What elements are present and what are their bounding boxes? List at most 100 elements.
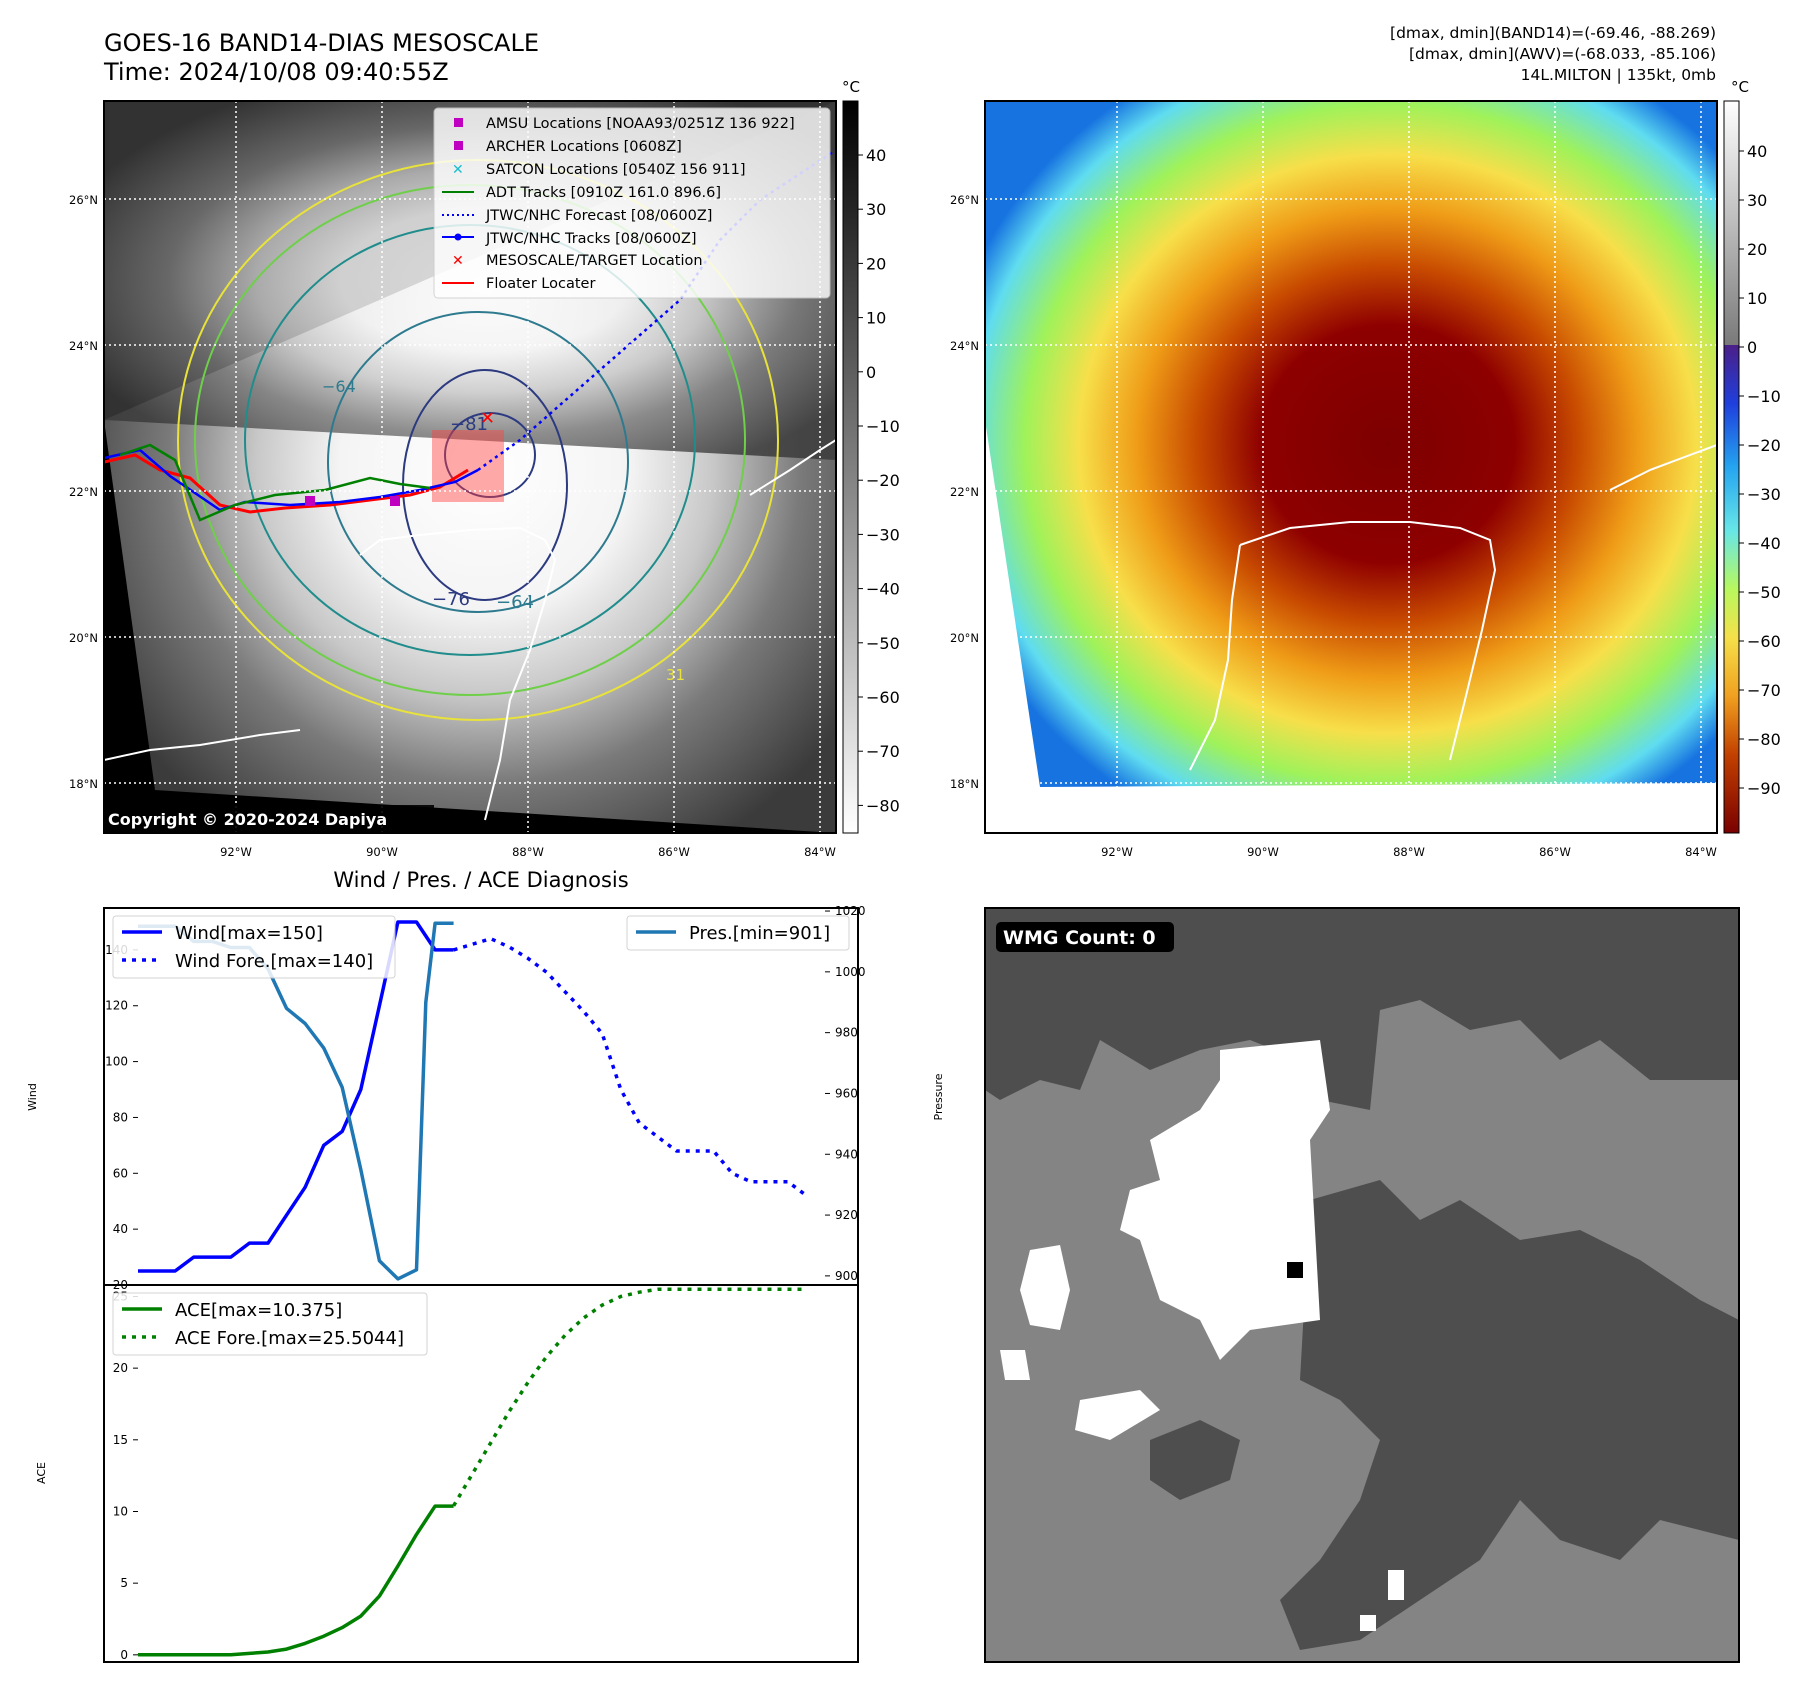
- contour-label-64b: −64: [322, 377, 356, 396]
- awv-colorbar-tick: 20: [1747, 240, 1767, 259]
- awv-colorbar-bottom: [1724, 345, 1739, 833]
- ir-colorbar-tick: 0: [866, 363, 876, 382]
- awv-colorbar-tick: 40: [1747, 142, 1767, 161]
- wmg-panel: WMG Count: 0: [984, 907, 1740, 1663]
- y-right-tick-label: 900: [835, 1269, 858, 1283]
- amsu-marker: [305, 496, 315, 506]
- ir-colorbar-tick: 40: [866, 146, 886, 165]
- y-tick-label: 5: [120, 1576, 128, 1590]
- legend-archer: ARCHER Locations [0608Z]: [486, 139, 682, 155]
- adt-track: [119, 443, 431, 522]
- pressure-legend: Pres.[min=901]: [626, 915, 850, 951]
- legend-target: MESOSCALE/TARGET Location: [486, 253, 703, 269]
- floater-track: [104, 453, 469, 514]
- ir-colorbar-tick: 20: [866, 254, 886, 273]
- contour-81: [444, 412, 536, 498]
- awv-colorbar-tick: −30: [1747, 485, 1781, 504]
- legend-archer-marker: [454, 141, 463, 150]
- ir-lon-tick: 86°W: [658, 845, 690, 859]
- wmg-count-label: WMG Count: 0: [1003, 927, 1156, 949]
- y-right-tick-label: 920: [835, 1208, 858, 1222]
- archer-marker: [390, 496, 400, 506]
- ir-lat-tick: 18°N: [69, 777, 98, 791]
- diagnosis-chart: Wind / Pres. / ACE Diagnosis Wind Pressu…: [26, 868, 945, 1663]
- coastline-cuba: [749, 439, 836, 496]
- ir-lon-tick: 90°W: [366, 845, 398, 859]
- wmg-count-badge: [996, 922, 1174, 952]
- ir-colorbar-tick: 30: [866, 200, 886, 219]
- map-legend: AMSU Locations [NOAA93/0251Z 136 922] AR…: [433, 107, 831, 299]
- awv-colorbar-unit: °C: [1731, 78, 1749, 96]
- awv-colorbar-tick: −90: [1747, 779, 1781, 798]
- awv-lat-tick: 18°N: [950, 777, 979, 791]
- legend-satcon-marker: ✕: [452, 162, 464, 178]
- ace-legend: ACE[max=10.375] ACE Fore.[max=25.5044]: [112, 1292, 428, 1356]
- y-tick-label: 40: [113, 1222, 128, 1236]
- legend-wind-fore: Wind Fore.[max=140]: [175, 951, 373, 972]
- coastline-yucatan: [359, 526, 557, 821]
- figure-title: GOES-16 BAND14-DIAS MESOSCALE: [104, 29, 539, 57]
- y-tick-label: 15: [113, 1433, 128, 1447]
- y-tick-label: 100: [105, 1055, 128, 1069]
- ir-colorbar-tick: −40: [866, 580, 900, 599]
- y-tick-label: 10: [113, 1504, 128, 1518]
- y-tick-label: 80: [113, 1110, 128, 1124]
- legend-forecast: JTWC/NHC Forecast [08/0600Z]: [485, 208, 712, 224]
- coastline-mexico: [104, 729, 301, 761]
- ir-map-panel: −81 −76 −64 −64 31 ✕: [69, 78, 900, 859]
- awv-coastline: [1189, 521, 1497, 771]
- ace-axes: [103, 1284, 859, 1663]
- awv-lon-tick: 84°W: [1685, 845, 1717, 859]
- y-tick-label: 60: [113, 1166, 128, 1180]
- y-right-tick-label: 980: [835, 1026, 858, 1040]
- legend-target-marker: ✕: [452, 253, 464, 269]
- contour-label-31: 31: [666, 666, 685, 684]
- awv-colorbar-top: [1724, 101, 1739, 345]
- ir-colorbar-tick: −50: [866, 634, 900, 653]
- awv-field: [985, 101, 1717, 787]
- ir-colorbar-tick: −60: [866, 688, 900, 707]
- ir-colorbar-tick: 10: [866, 309, 886, 328]
- awv-lon-tick: 88°W: [1393, 845, 1425, 859]
- ir-colorbar-unit: °C: [842, 78, 860, 96]
- legend-amsu: AMSU Locations [NOAA93/0251Z 136 922]: [486, 116, 795, 132]
- wmg-center-pixel: [1287, 1262, 1303, 1278]
- awv-colorbar-tick: −40: [1747, 534, 1781, 553]
- awv-lat-tick: 26°N: [950, 193, 979, 207]
- floater-box: [432, 430, 504, 502]
- ace-ylabel: ACE: [35, 1462, 48, 1484]
- legend-jtwc: JTWC/NHC Tracks [08/0600Z]: [485, 231, 697, 247]
- awv-lon-tick: 86°W: [1539, 845, 1571, 859]
- diagnosis-title: Wind / Pres. / ACE Diagnosis: [333, 868, 628, 892]
- legend-floater: Floater Locater: [486, 276, 595, 292]
- awv-lon-tick: 92°W: [1101, 845, 1133, 859]
- y-tick-label: 0: [120, 1648, 128, 1662]
- figure-time: Time: 2024/10/08 09:40:55Z: [103, 58, 449, 86]
- legend-amsu-marker: [454, 118, 463, 127]
- contour-64: [327, 311, 629, 613]
- ir-lon-tick: 88°W: [512, 845, 544, 859]
- ir-lat-tick: 24°N: [69, 339, 98, 353]
- awv-lat-tick: 24°N: [950, 339, 979, 353]
- awv-colorbar-tick: −60: [1747, 632, 1781, 651]
- series-line-0: [138, 1504, 454, 1657]
- awv-colorbar-tick: 0: [1747, 338, 1757, 357]
- y-tick-label: 20: [113, 1361, 128, 1375]
- wind-ylabel: Wind: [26, 1083, 39, 1111]
- awv-colorbar-tick: −50: [1747, 583, 1781, 602]
- awv-colorbar-tick: 10: [1747, 289, 1767, 308]
- series-line-1: [452, 1287, 807, 1507]
- ir-colorbar-tick: −10: [866, 417, 900, 436]
- awv-lon-tick: 90°W: [1247, 845, 1279, 859]
- contour-label-64: −64: [496, 592, 534, 613]
- legend-ace: ACE[max=10.375]: [175, 1300, 342, 1321]
- awv-lat-tick: 22°N: [950, 485, 979, 499]
- ir-colorbar-tick: −70: [866, 742, 900, 761]
- ir-lat-tick: 26°N: [69, 193, 98, 207]
- wind-legend: Wind[max=150] Wind Fore.[max=140]: [112, 915, 396, 979]
- stats-band14: [dmax, dmin](BAND14)=(-69.46, -88.269): [1390, 24, 1716, 42]
- wmg-white-region: [1120, 1040, 1330, 1360]
- ir-lon-tick: 92°W: [220, 845, 252, 859]
- contour-label-81: −81: [450, 414, 488, 435]
- awv-colorbar-tick: −70: [1747, 681, 1781, 700]
